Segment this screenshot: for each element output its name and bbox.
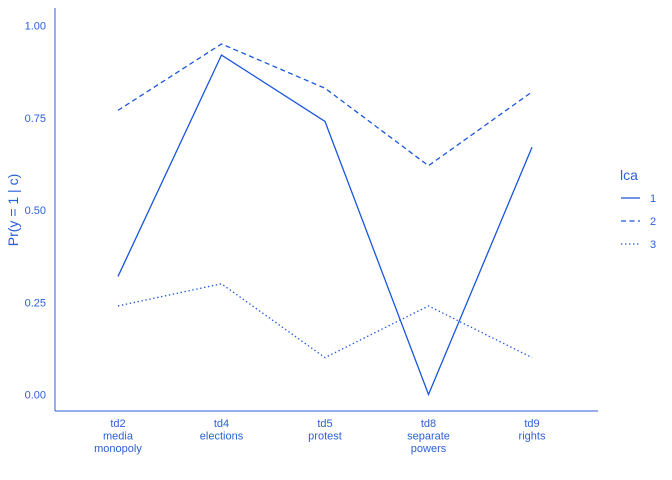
legend-label: 3	[650, 239, 656, 251]
x-tick-label: td4 elections	[200, 418, 244, 443]
series-line-3	[117, 283, 533, 359]
series-line-2	[117, 43, 533, 167]
legend-label: 1	[650, 193, 656, 205]
y-tick-label: 0.25	[25, 297, 46, 309]
y-tick-label: 0.00	[25, 390, 46, 402]
tick-labels: 0.00 0.25 0.50 0.75 1.00 td2 media monopoly td4 e…	[25, 21, 546, 456]
y-axis-title: Pr(y = 1 | c)	[5, 174, 21, 246]
legend-title: lca	[620, 167, 638, 183]
axes	[54, 8, 598, 412]
x-tick-label: td9 rights	[519, 418, 546, 443]
y-tick-label: 1.00	[25, 21, 46, 33]
y-tick-label: 0.75	[25, 113, 46, 125]
x-tick-label: td2 media monopoly	[94, 418, 142, 455]
series-layer	[117, 43, 533, 397]
legend: lca 1 2 3	[620, 167, 656, 251]
x-tick-label: td8 separate powers	[407, 418, 450, 455]
legend-label: 2	[650, 216, 656, 228]
x-tick-label: td5 protest	[308, 418, 342, 443]
series-line-1	[117, 54, 533, 397]
y-tick-label: 0.50	[25, 205, 46, 217]
